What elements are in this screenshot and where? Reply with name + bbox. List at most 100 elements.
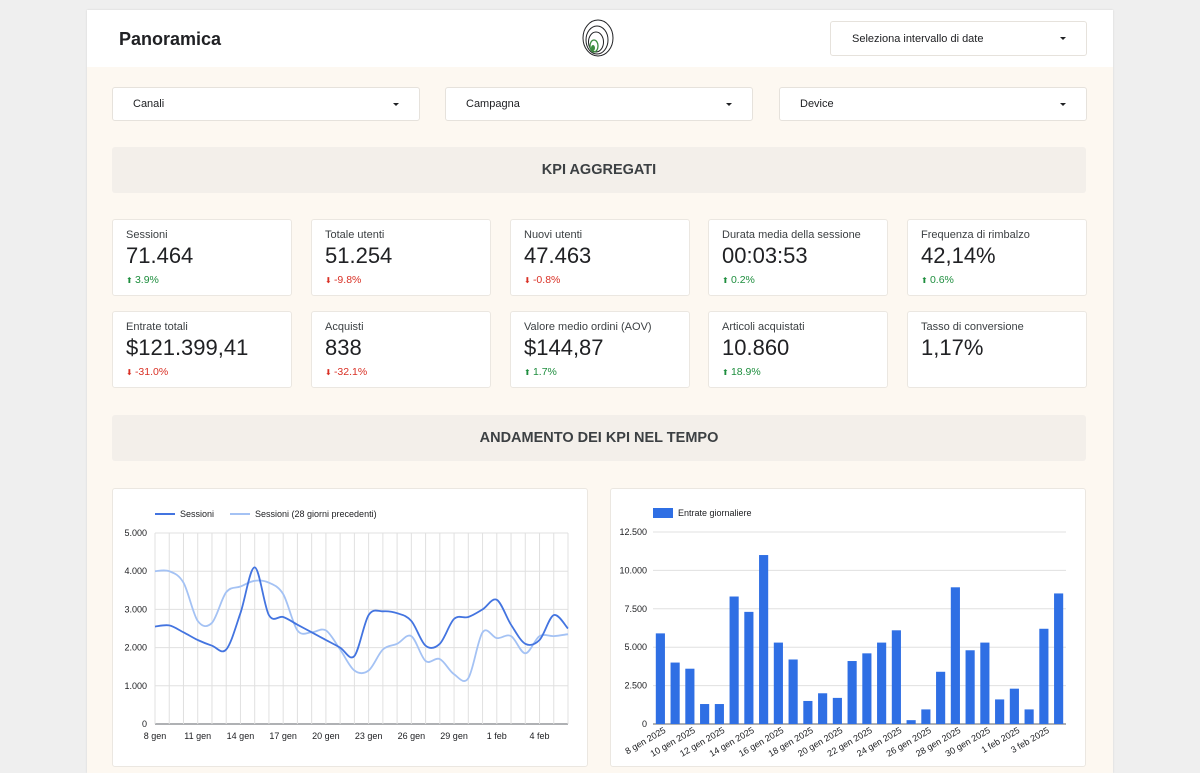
y-tick-label: 12.500 — [619, 527, 647, 537]
kpi-label: Sessioni — [126, 229, 168, 241]
x-tick-label: 11 gen — [184, 731, 211, 741]
arrow-down-icon: ⬇ — [126, 368, 135, 377]
kpi-label: Articoli acquistati — [722, 321, 805, 333]
arrow-up-icon: ⬆ — [524, 368, 533, 377]
revenue-bar — [759, 555, 769, 724]
revenue-bar — [936, 671, 946, 724]
y-tick-label: 7.500 — [624, 604, 647, 614]
sessions-line-chart: 5.000 4.000 3.000 2.000 1.000 0 8 gen 11 gen 14 … — [124, 509, 569, 741]
kpi-value: $144,87 — [524, 335, 604, 360]
revenue-bar — [862, 653, 872, 724]
kpi-delta-value: 3.9% — [134, 274, 159, 286]
kpi-delta-value: 0.2% — [730, 274, 755, 286]
kpi-delta: ⬆ 1.7% — [524, 366, 557, 378]
chevron-down-icon — [1060, 103, 1066, 106]
x-tick-label: 29 gen — [440, 731, 468, 741]
date-range-dropdown[interactable]: Seleziona intervallo di date — [830, 21, 1087, 56]
y-tick-label: 3.000 — [124, 604, 147, 614]
revenue-bar — [950, 587, 960, 724]
section-heading-kpi-trend: ANDAMENTO DEI KPI NEL TEMPO — [112, 415, 1086, 461]
kpi-delta: ⬆ 0.6% — [921, 274, 954, 286]
x-tick-label: 4 feb — [530, 731, 550, 741]
daily-revenue-bar-chart-card: 12.500 10.000 7.500 5.000 2.500 0 8 gen 2025 10… — [610, 488, 1086, 767]
x-tick-label: 14 gen — [227, 731, 255, 741]
kpi-delta: ⬆ 3.9% — [126, 274, 159, 286]
y-tick-label: 0 — [142, 719, 147, 729]
revenue-bar — [655, 633, 665, 724]
kpi-delta-value: 18.9% — [730, 366, 761, 378]
kpi-delta: ⬇ -31.0% — [126, 366, 168, 378]
revenue-bar — [921, 709, 931, 724]
kpi-value: 00:03:53 — [722, 243, 808, 268]
kpi-value: 838 — [325, 335, 362, 360]
revenue-bar — [832, 697, 842, 724]
y-tick-label: 2.500 — [624, 681, 647, 691]
revenue-bar — [729, 596, 739, 724]
kpi-card: Totale utenti 51.254 ⬇ -9.8% — [311, 219, 491, 296]
kpi-card: Acquisti 838 ⬇ -32.1% — [311, 311, 491, 388]
y-tick-label: 5.000 — [124, 528, 147, 538]
y-tick-label: 5.000 — [624, 642, 647, 652]
x-tick-label: 8 gen — [144, 731, 167, 741]
kpi-value: 1,17% — [921, 335, 984, 360]
arrow-down-icon: ⬇ — [524, 276, 533, 285]
kpi-card: Valore medio ordini (AOV) $144,87 ⬆ 1.7% — [510, 311, 690, 388]
kpi-value: 47.463 — [524, 243, 592, 268]
channels-filter-dropdown[interactable]: Canali — [112, 87, 420, 121]
revenue-bar — [847, 661, 857, 724]
kpi-card: Tasso di conversione 1,17% — [907, 311, 1087, 388]
kpi-value: 10.860 — [722, 335, 790, 360]
x-tick-label: 26 gen — [398, 731, 426, 741]
kpi-delta-value: 1.7% — [532, 366, 557, 378]
device-filter-dropdown[interactable]: Device — [779, 87, 1087, 121]
arrow-up-icon: ⬆ — [722, 368, 731, 377]
x-tick-label: 20 gen — [312, 731, 340, 741]
kpi-delta-value: -31.0% — [134, 366, 169, 378]
kpi-label: Valore medio ordini (AOV) — [524, 321, 652, 333]
chevron-down-icon — [1060, 37, 1066, 40]
kpi-delta-value: -9.8% — [333, 274, 362, 286]
revenue-bar — [714, 704, 724, 724]
kpi-label: Frequenza di rimbalzo — [921, 229, 1030, 241]
x-tick-label: 1 feb — [487, 731, 507, 741]
kpi-label: Tasso di conversione — [921, 321, 1024, 333]
y-tick-label: 2.000 — [124, 643, 147, 653]
dashboard-page: Panoramica Seleziona intervallo di date … — [87, 10, 1113, 773]
y-tick-label: 1.000 — [124, 681, 147, 691]
kpi-delta: ⬇ -0.8% — [524, 274, 560, 286]
campaign-filter-dropdown[interactable]: Campagna — [445, 87, 753, 121]
section-heading-kpi-aggregated: KPI AGGREGATI — [112, 147, 1086, 193]
kpi-card: Entrate totali $121.399,41 ⬇ -31.0% — [112, 311, 292, 388]
brand-logo-icon — [582, 19, 614, 57]
header: Panoramica Seleziona intervallo di date — [87, 10, 1113, 67]
y-tick-label: 0 — [642, 719, 647, 729]
arrow-up-icon: ⬆ — [722, 276, 731, 285]
kpi-delta: ⬇ -32.1% — [325, 366, 367, 378]
kpi-label: Nuovi utenti — [524, 229, 583, 241]
revenue-bar — [700, 704, 710, 724]
revenue-bar — [906, 720, 916, 724]
sessions-line-chart-card: 5.000 4.000 3.000 2.000 1.000 0 8 gen 11 gen 14 … — [112, 488, 588, 767]
date-range-label: Seleziona intervallo di date — [852, 33, 984, 45]
revenue-bar — [773, 642, 783, 724]
kpi-label: Durata media della sessione — [722, 229, 861, 241]
kpi-card: Frequenza di rimbalzo 42,14% ⬆ 0.6% — [907, 219, 1087, 296]
revenue-bar — [685, 668, 695, 724]
revenue-bar — [744, 611, 754, 724]
revenue-bar — [1009, 688, 1019, 724]
kpi-delta: ⬇ -9.8% — [325, 274, 361, 286]
revenue-bar — [1054, 593, 1064, 724]
legend-label: Sessioni (28 giorni precedenti) — [255, 509, 377, 519]
kpi-value: $121.399,41 — [126, 335, 249, 360]
revenue-bar — [1024, 709, 1034, 724]
arrow-up-icon: ⬆ — [126, 276, 135, 285]
revenue-bar — [1039, 628, 1049, 724]
revenue-bar — [965, 650, 975, 724]
kpi-label: Acquisti — [325, 321, 364, 333]
revenue-bar — [980, 642, 990, 724]
sessions-series-line — [154, 566, 569, 659]
kpi-value: 42,14% — [921, 243, 996, 268]
revenue-bar — [891, 630, 901, 724]
y-tick-label: 4.000 — [124, 566, 147, 576]
revenue-bar — [670, 662, 680, 724]
